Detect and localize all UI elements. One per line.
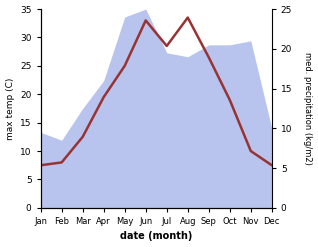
Y-axis label: med. precipitation (kg/m2): med. precipitation (kg/m2) bbox=[303, 52, 313, 165]
X-axis label: date (month): date (month) bbox=[120, 231, 192, 242]
Y-axis label: max temp (C): max temp (C) bbox=[5, 77, 15, 140]
